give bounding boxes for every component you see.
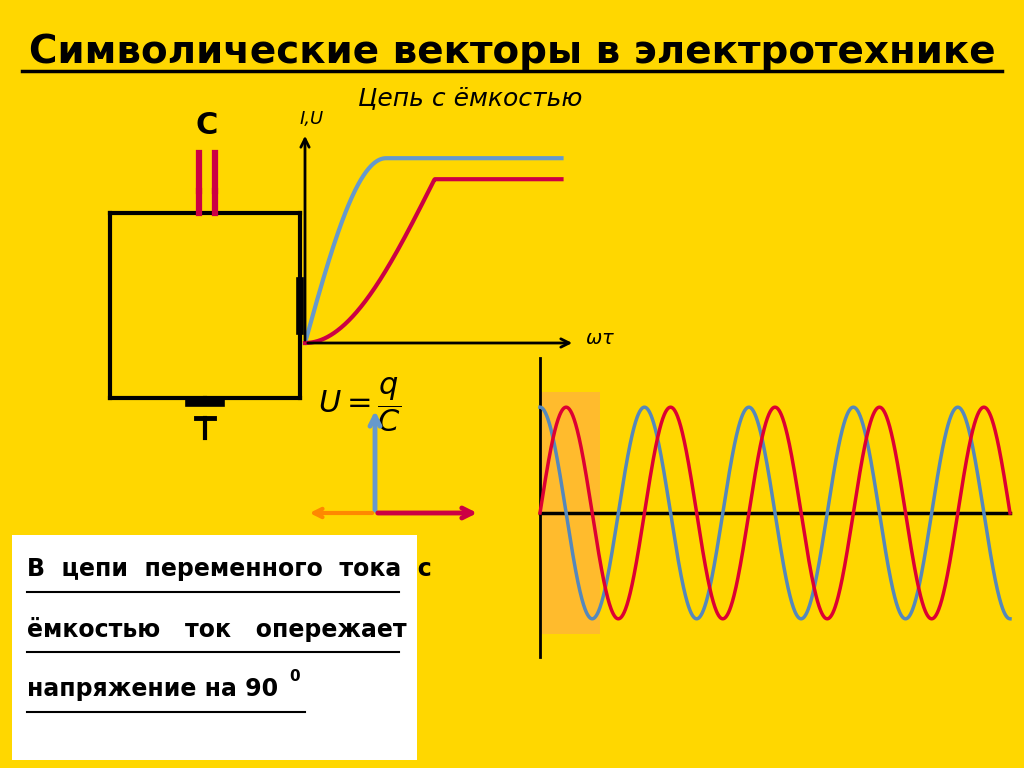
Text: C: C: [196, 111, 218, 140]
Text: 0: 0: [289, 669, 300, 684]
Text: $U = \dfrac{q}{C}$: $U = \dfrac{q}{C}$: [318, 376, 401, 434]
Bar: [540, 392, 600, 634]
Text: напряжение на 90: напряжение на 90: [27, 677, 279, 701]
Text: Символические векторы в электротехнике: Символические векторы в электротехнике: [29, 33, 995, 71]
Text: Цепь с ёмкостью: Цепь с ёмкостью: [357, 86, 583, 110]
Text: I,U: I,U: [300, 110, 325, 128]
Bar: [12, 535, 417, 760]
Text: $\omega\tau$: $\omega\tau$: [585, 329, 615, 347]
Text: ёмкостью   ток   опережает: ёмкостью ток опережает: [27, 617, 407, 642]
Text: В  цепи  переменного  тока  с: В цепи переменного тока с: [27, 557, 432, 581]
